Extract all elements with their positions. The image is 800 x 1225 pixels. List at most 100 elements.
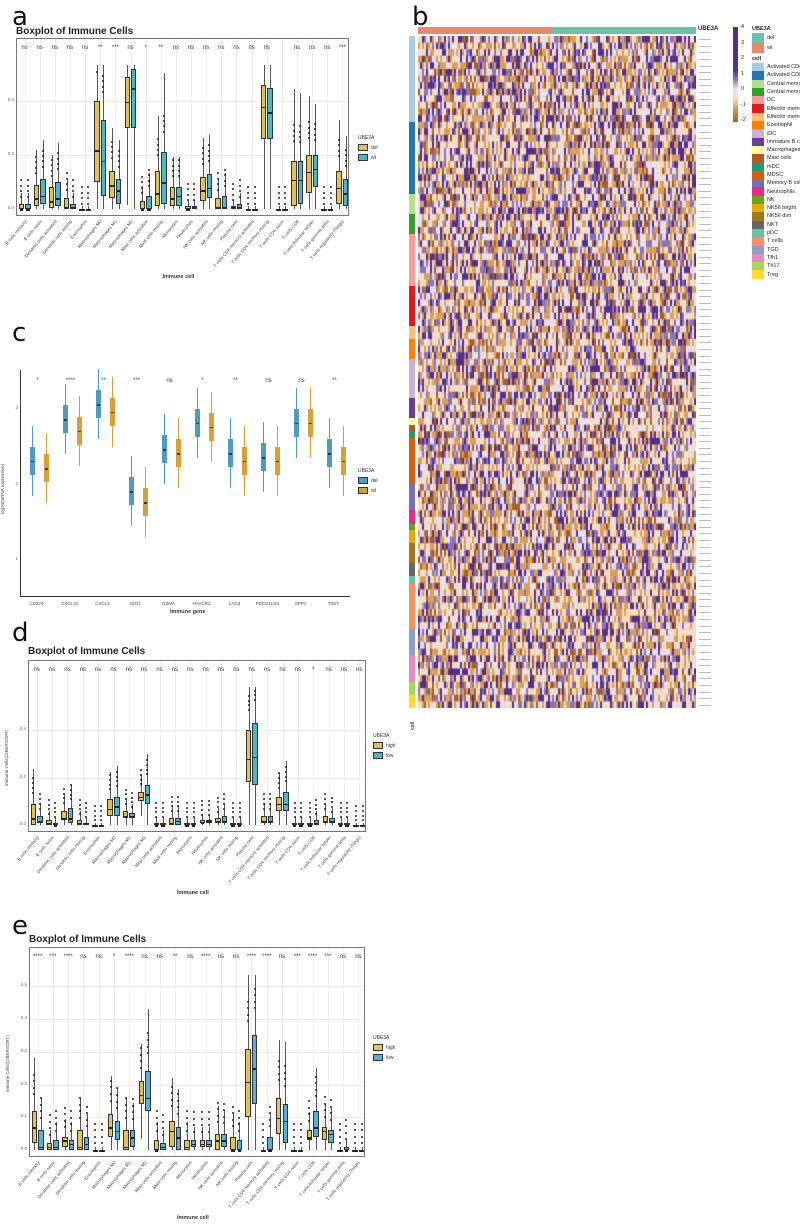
outlier-point xyxy=(63,1106,66,1109)
legend-swatch xyxy=(752,112,764,122)
outlier-point xyxy=(177,1106,180,1109)
outlier-point xyxy=(161,801,164,804)
median-line xyxy=(63,419,67,421)
outlier-point xyxy=(79,1110,82,1113)
outlier-point xyxy=(299,1142,302,1145)
outlier-point xyxy=(100,1135,103,1138)
gridline-h xyxy=(29,777,365,779)
row-annotation-segment xyxy=(409,582,415,629)
outlier-point xyxy=(262,1142,265,1145)
significance-label: ns xyxy=(187,954,194,960)
y-axis-title: Immune Cells(CIBERSORT) xyxy=(4,729,9,786)
gene-label xyxy=(699,401,711,403)
legend-label: NK xyxy=(767,196,775,203)
legend-label: Eosinophil xyxy=(767,122,793,129)
box-low xyxy=(267,815,274,823)
color-scale-tick: 3 xyxy=(741,39,745,46)
box-del xyxy=(230,206,236,209)
gridline-v xyxy=(115,39,117,215)
outlier-point xyxy=(338,155,341,158)
box-high xyxy=(122,810,129,818)
significance-label: ns xyxy=(110,667,117,673)
legend-swatch xyxy=(752,179,764,188)
box-del xyxy=(245,209,252,211)
y-tick-label: 3 xyxy=(15,404,18,410)
significance-label: *** xyxy=(111,45,119,51)
legend-label: mDC xyxy=(767,163,780,170)
panel-letter-a: a xyxy=(12,2,28,32)
outlier-point xyxy=(193,199,196,202)
gene-label xyxy=(699,144,711,146)
gridline-v xyxy=(54,39,56,215)
whisker xyxy=(224,1110,226,1150)
whisker xyxy=(362,822,364,825)
color-scale-bar xyxy=(733,27,738,122)
panel-letter-c: c xyxy=(12,318,27,348)
legend-swatch xyxy=(358,477,368,484)
whisker xyxy=(156,1122,158,1150)
outlier-point xyxy=(186,182,189,185)
box-high xyxy=(245,730,252,783)
box-high xyxy=(46,820,52,825)
gridline-v xyxy=(327,948,329,1156)
gene-label xyxy=(699,131,711,133)
outlier-point xyxy=(170,1085,173,1088)
gene-label xyxy=(699,105,711,107)
outlier-point xyxy=(355,809,358,812)
outlier-point xyxy=(284,770,287,773)
whisker xyxy=(278,206,280,209)
box-low xyxy=(282,1104,288,1144)
outlier-point xyxy=(146,1032,149,1035)
gene-label xyxy=(699,460,711,462)
outlier-point xyxy=(124,798,127,801)
whisker xyxy=(202,1127,204,1150)
outlier-point xyxy=(170,1105,173,1108)
outlier-point xyxy=(344,154,347,157)
gene-label xyxy=(699,388,711,390)
outlier-point xyxy=(201,163,204,166)
box-del xyxy=(62,405,68,434)
outlier-point xyxy=(65,172,68,175)
legend-item: Macrophages xyxy=(752,145,800,155)
box-wt xyxy=(191,206,197,209)
gridline-v xyxy=(37,948,39,1156)
significance-label: ns xyxy=(166,378,173,384)
significance-label: * xyxy=(144,45,147,51)
color-scale-tick: -1 xyxy=(741,101,746,108)
gridline-v xyxy=(39,39,41,215)
whisker xyxy=(56,1122,58,1150)
x-tick-label: SPP1 xyxy=(294,601,307,606)
box-low xyxy=(68,1140,75,1150)
gene-label xyxy=(699,65,711,67)
whisker xyxy=(278,1040,280,1150)
gridline-v xyxy=(69,39,71,215)
gridline-h xyxy=(29,825,365,826)
gene-label xyxy=(699,111,711,113)
whisker xyxy=(86,1114,88,1150)
outlier-point xyxy=(111,156,114,159)
whisker xyxy=(202,137,204,209)
outlier-point xyxy=(315,803,318,806)
outlier-point xyxy=(338,139,341,142)
outlier-point xyxy=(201,1111,204,1114)
box-low xyxy=(52,822,59,827)
outlier-point xyxy=(72,184,75,187)
outlier-point xyxy=(162,1133,165,1136)
outlier-point xyxy=(216,1101,219,1104)
outlier-point xyxy=(170,1092,173,1095)
outlier-point xyxy=(262,798,265,801)
outlier-point xyxy=(330,1099,333,1102)
x-tick-label: LAG3 xyxy=(228,601,241,606)
gene-label xyxy=(699,204,711,205)
legend-item: low xyxy=(373,1054,395,1061)
outlier-point xyxy=(161,811,164,814)
significance-label: ns xyxy=(51,45,58,51)
whisker xyxy=(81,206,83,209)
gridline-h xyxy=(30,1051,364,1053)
box-high xyxy=(62,1136,68,1147)
outlier-point xyxy=(63,792,66,795)
median-line xyxy=(84,1143,89,1146)
median-line xyxy=(275,460,279,463)
outlier-point xyxy=(131,1098,134,1101)
median-line xyxy=(68,818,73,820)
